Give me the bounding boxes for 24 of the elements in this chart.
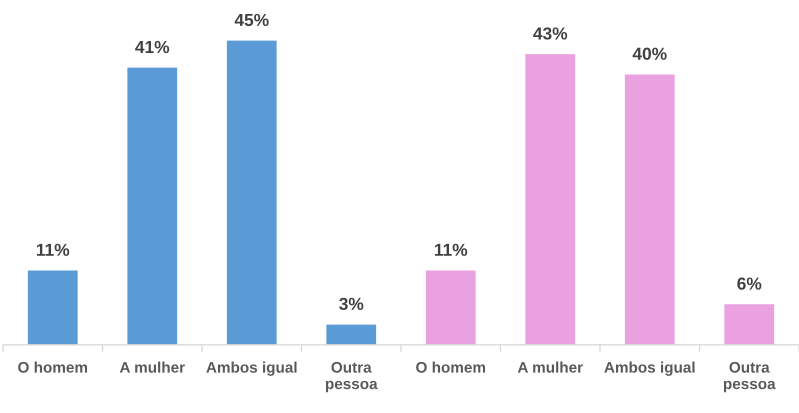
x-tick-label: Ambos igual bbox=[604, 362, 695, 376]
bar bbox=[127, 68, 178, 345]
bar bbox=[426, 270, 476, 345]
x-tick-label: Ambos igual bbox=[206, 362, 297, 376]
bar bbox=[326, 324, 376, 345]
data-label: 43% bbox=[533, 27, 568, 40]
data-label: 41% bbox=[135, 40, 170, 54]
data-label: 11% bbox=[36, 244, 70, 256]
data-label: 45% bbox=[234, 14, 269, 26]
bar bbox=[525, 54, 576, 345]
data-label: 3% bbox=[339, 298, 364, 310]
data-label: 6% bbox=[737, 277, 762, 290]
data-label: 11% bbox=[434, 244, 468, 256]
bar bbox=[28, 270, 78, 345]
bar bbox=[226, 40, 277, 345]
x-tick-label: Outra pessoa bbox=[724, 362, 776, 392]
bar bbox=[724, 304, 774, 345]
bar bbox=[624, 74, 675, 345]
data-label: 40% bbox=[632, 48, 667, 60]
x-tick-label: A mulher bbox=[120, 362, 185, 373]
x-tick-label: O homem bbox=[18, 362, 88, 373]
x-tick-label: O homem bbox=[416, 362, 486, 373]
x-tick-label: A mulher bbox=[518, 362, 583, 373]
x-tick-label: Outra pessoa bbox=[326, 362, 378, 392]
